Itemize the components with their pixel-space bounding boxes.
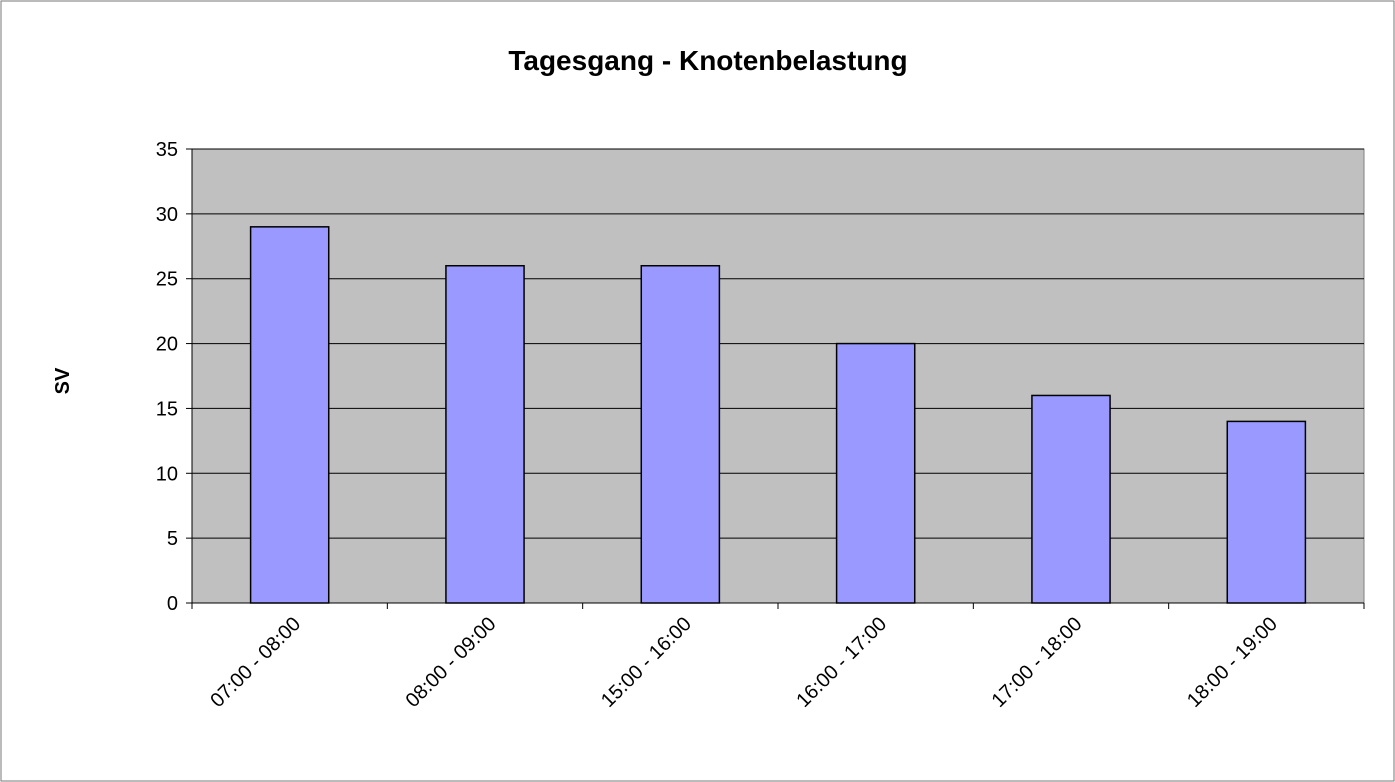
y-tick-label: 0 [167,593,178,615]
bar [249,226,330,604]
bar [1031,394,1111,604]
y-axis-label: SV [52,367,74,394]
y-tick-label: 20 [156,334,178,356]
y-tick-label: 15 [156,398,178,420]
y-tick-label: 5 [167,528,178,550]
bar [445,264,525,604]
bar [835,342,916,604]
chart-title: Tagesgang - Knotenbelastung [508,45,907,76]
bar [640,264,721,604]
y-tick-label: 25 [156,269,178,291]
y-tick-label: 10 [156,463,178,485]
y-tick-label: 30 [156,204,178,226]
plot-area [191,148,1365,604]
y-tick-label: 35 [156,139,178,161]
bar [1226,420,1307,604]
